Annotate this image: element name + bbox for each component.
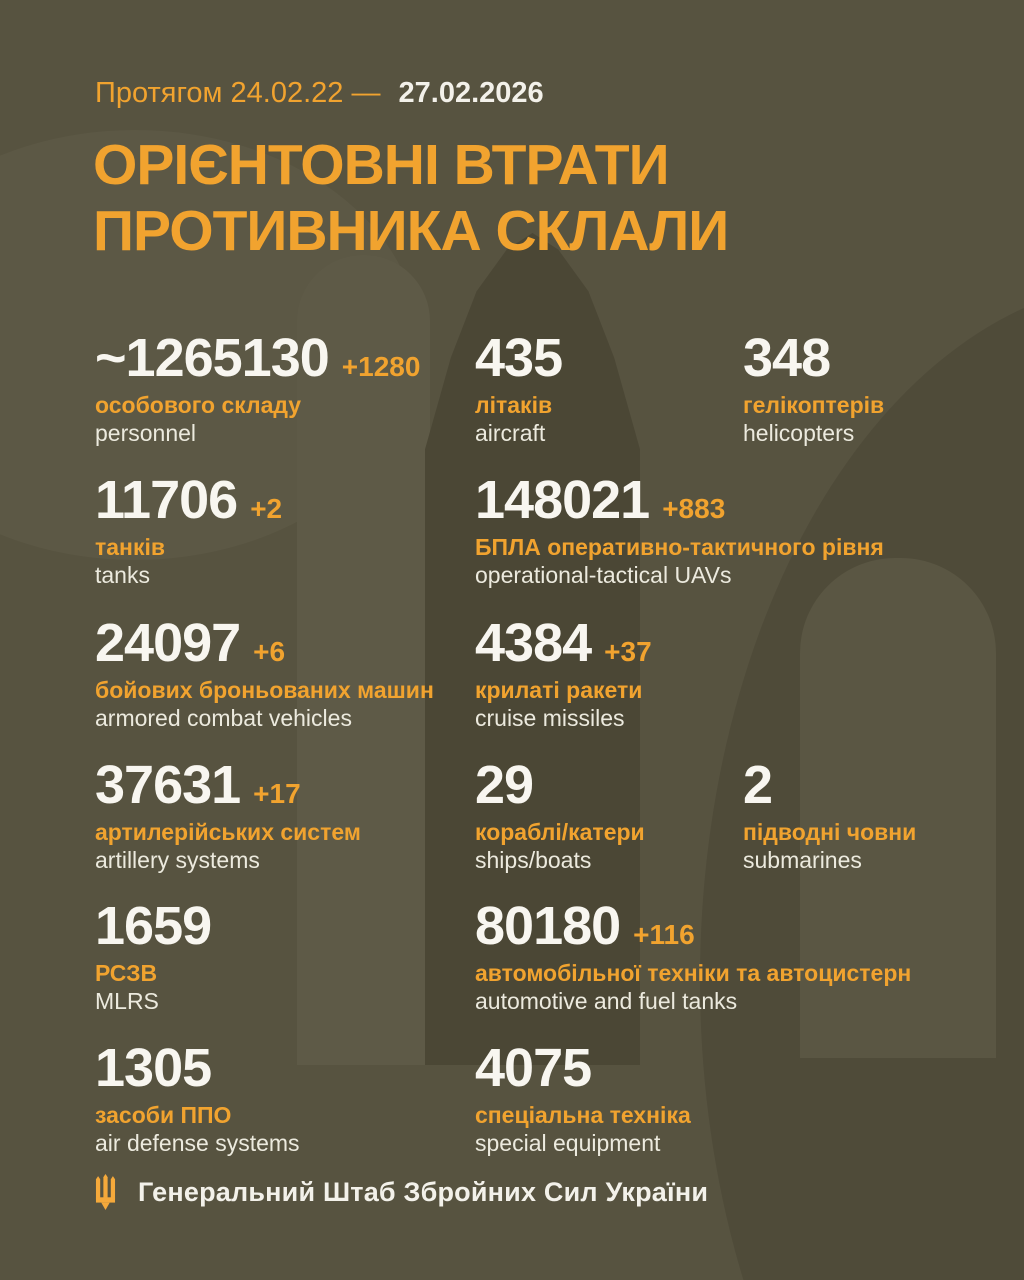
stat-value: 348 xyxy=(743,328,831,388)
stat-label-en: aircraft xyxy=(475,420,546,447)
stat-label-en: submarines xyxy=(743,847,862,874)
stat-air-defense: 1305 засоби ППО air defense systems xyxy=(95,1040,300,1158)
stat-value: 29 xyxy=(475,755,534,815)
stat-label-en: MLRS xyxy=(95,988,159,1015)
stat-label-uk: особового складу xyxy=(95,391,302,418)
stat-mlrs: 1659 РСЗВ MLRS xyxy=(95,898,224,1016)
stat-armored-vehicles: 24097 +6 бойових броньованих машин armore… xyxy=(95,615,434,733)
stat-label-uk: спеціальна техніка xyxy=(475,1101,691,1128)
stat-label-uk: кораблі/катери xyxy=(475,818,645,845)
tryzub-watermark-left-prong xyxy=(297,255,430,1065)
period-end-date: 27.02.2026 xyxy=(398,77,544,109)
tryzub-icon xyxy=(95,1174,116,1210)
stat-label-en: operational-tactical UAVs xyxy=(475,562,732,589)
stat-cruise-missiles: 4384 +37 крилаті ракети cruise missiles xyxy=(475,615,652,733)
stat-helicopters: 348 гелікоптерів helicopters xyxy=(743,330,884,448)
stat-label-uk: гелікоптерів xyxy=(743,391,885,418)
stat-tanks: 11706 +2 танків tanks xyxy=(95,472,282,590)
tryzub-watermark-center-prong xyxy=(425,233,640,1065)
stat-label-uk: бойових броньованих машин xyxy=(95,676,434,703)
stat-personnel: ~1265130 +1280 особового складу personnel xyxy=(95,330,420,448)
stat-delta: +6 xyxy=(253,636,286,667)
stat-delta: +1280 xyxy=(341,351,421,382)
stat-label-en: personnel xyxy=(95,420,197,447)
page-title: ОРІЄНТОВНІ ВТРАТИ ПРОТИВНИКА СКЛАЛИ xyxy=(93,132,729,264)
stat-label-en: automotive and fuel tanks xyxy=(475,988,738,1015)
stat-ships: 29 кораблі/катери ships/boats xyxy=(475,757,645,875)
stat-delta: +17 xyxy=(253,778,301,809)
stat-label-en: artillery systems xyxy=(95,847,260,874)
stat-vehicles-fuel: 80180 +116 автомобільної техніки та автоц… xyxy=(475,898,911,1016)
stat-value: 4384 xyxy=(475,613,592,673)
period-start-label: Протягом 24.02.22 — xyxy=(95,77,381,109)
organization-name: Генеральний Штаб Збройних Сил України xyxy=(138,1176,709,1207)
stat-value: 1305 xyxy=(95,1038,212,1098)
stat-value: 1659 xyxy=(95,896,212,956)
stat-delta: +883 xyxy=(662,493,726,524)
stat-uavs: 148021 +883 БПЛА оперативно-тактичного рі… xyxy=(475,472,884,590)
stat-label-uk: РСЗВ xyxy=(95,959,158,986)
stat-value: 4075 xyxy=(475,1038,592,1098)
stat-value: 24097 xyxy=(95,613,241,673)
stat-value: ~1265130 xyxy=(95,328,330,388)
stat-label-uk: підводні човни xyxy=(743,818,917,845)
stat-aircraft: 435 літаків aircraft xyxy=(475,330,575,448)
stat-label-en: ships/boats xyxy=(475,847,592,874)
stat-label-uk: БПЛА оперативно-тактичного рівня xyxy=(475,533,884,560)
period-line: Протягом 24.02.22 — 27.02.2026 xyxy=(95,76,544,111)
stat-label-uk: крилаті ракети xyxy=(475,676,643,703)
title-line-1: ОРІЄНТОВНІ ВТРАТИ xyxy=(93,133,670,197)
stat-artillery: 37631 +17 артилерійських систем artillery… xyxy=(95,757,361,875)
stat-label-en: armored combat vehicles xyxy=(95,705,352,732)
stat-value: 80180 xyxy=(475,896,621,956)
footer: Генеральний Штаб Збройних Сил України xyxy=(92,1174,708,1210)
stat-value: 2 xyxy=(743,755,773,815)
stat-label-uk: засоби ППО xyxy=(95,1101,232,1128)
stat-label-uk: танків xyxy=(95,533,165,560)
stat-value: 435 xyxy=(475,328,563,388)
stat-label-uk: автомобільної техніки та автоцистерн xyxy=(475,959,912,986)
stat-label-uk: літаків xyxy=(475,391,553,418)
title-line-2: ПРОТИВНИКА СКЛАЛИ xyxy=(93,199,729,264)
stat-label-en: special equipment xyxy=(475,1130,661,1157)
stat-label-en: helicopters xyxy=(743,420,855,447)
stat-special-equipment: 4075 спеціальна техніка special equipmen… xyxy=(475,1040,691,1158)
stat-value: 11706 xyxy=(95,470,238,530)
stat-delta: +2 xyxy=(250,493,283,524)
stat-submarines: 2 підводні човни submarines xyxy=(743,757,916,875)
tryzub-watermark-right-prong xyxy=(800,558,996,1058)
stat-delta: +116 xyxy=(633,919,695,950)
stat-value: 37631 xyxy=(95,755,241,815)
stat-label-en: air defense systems xyxy=(95,1130,300,1157)
stat-label-en: cruise missiles xyxy=(475,705,625,732)
stat-label-en: tanks xyxy=(95,562,150,589)
stat-delta: +37 xyxy=(604,636,652,667)
stat-label-uk: артилерійських систем xyxy=(95,818,361,845)
stat-value: 148021 xyxy=(475,470,650,530)
